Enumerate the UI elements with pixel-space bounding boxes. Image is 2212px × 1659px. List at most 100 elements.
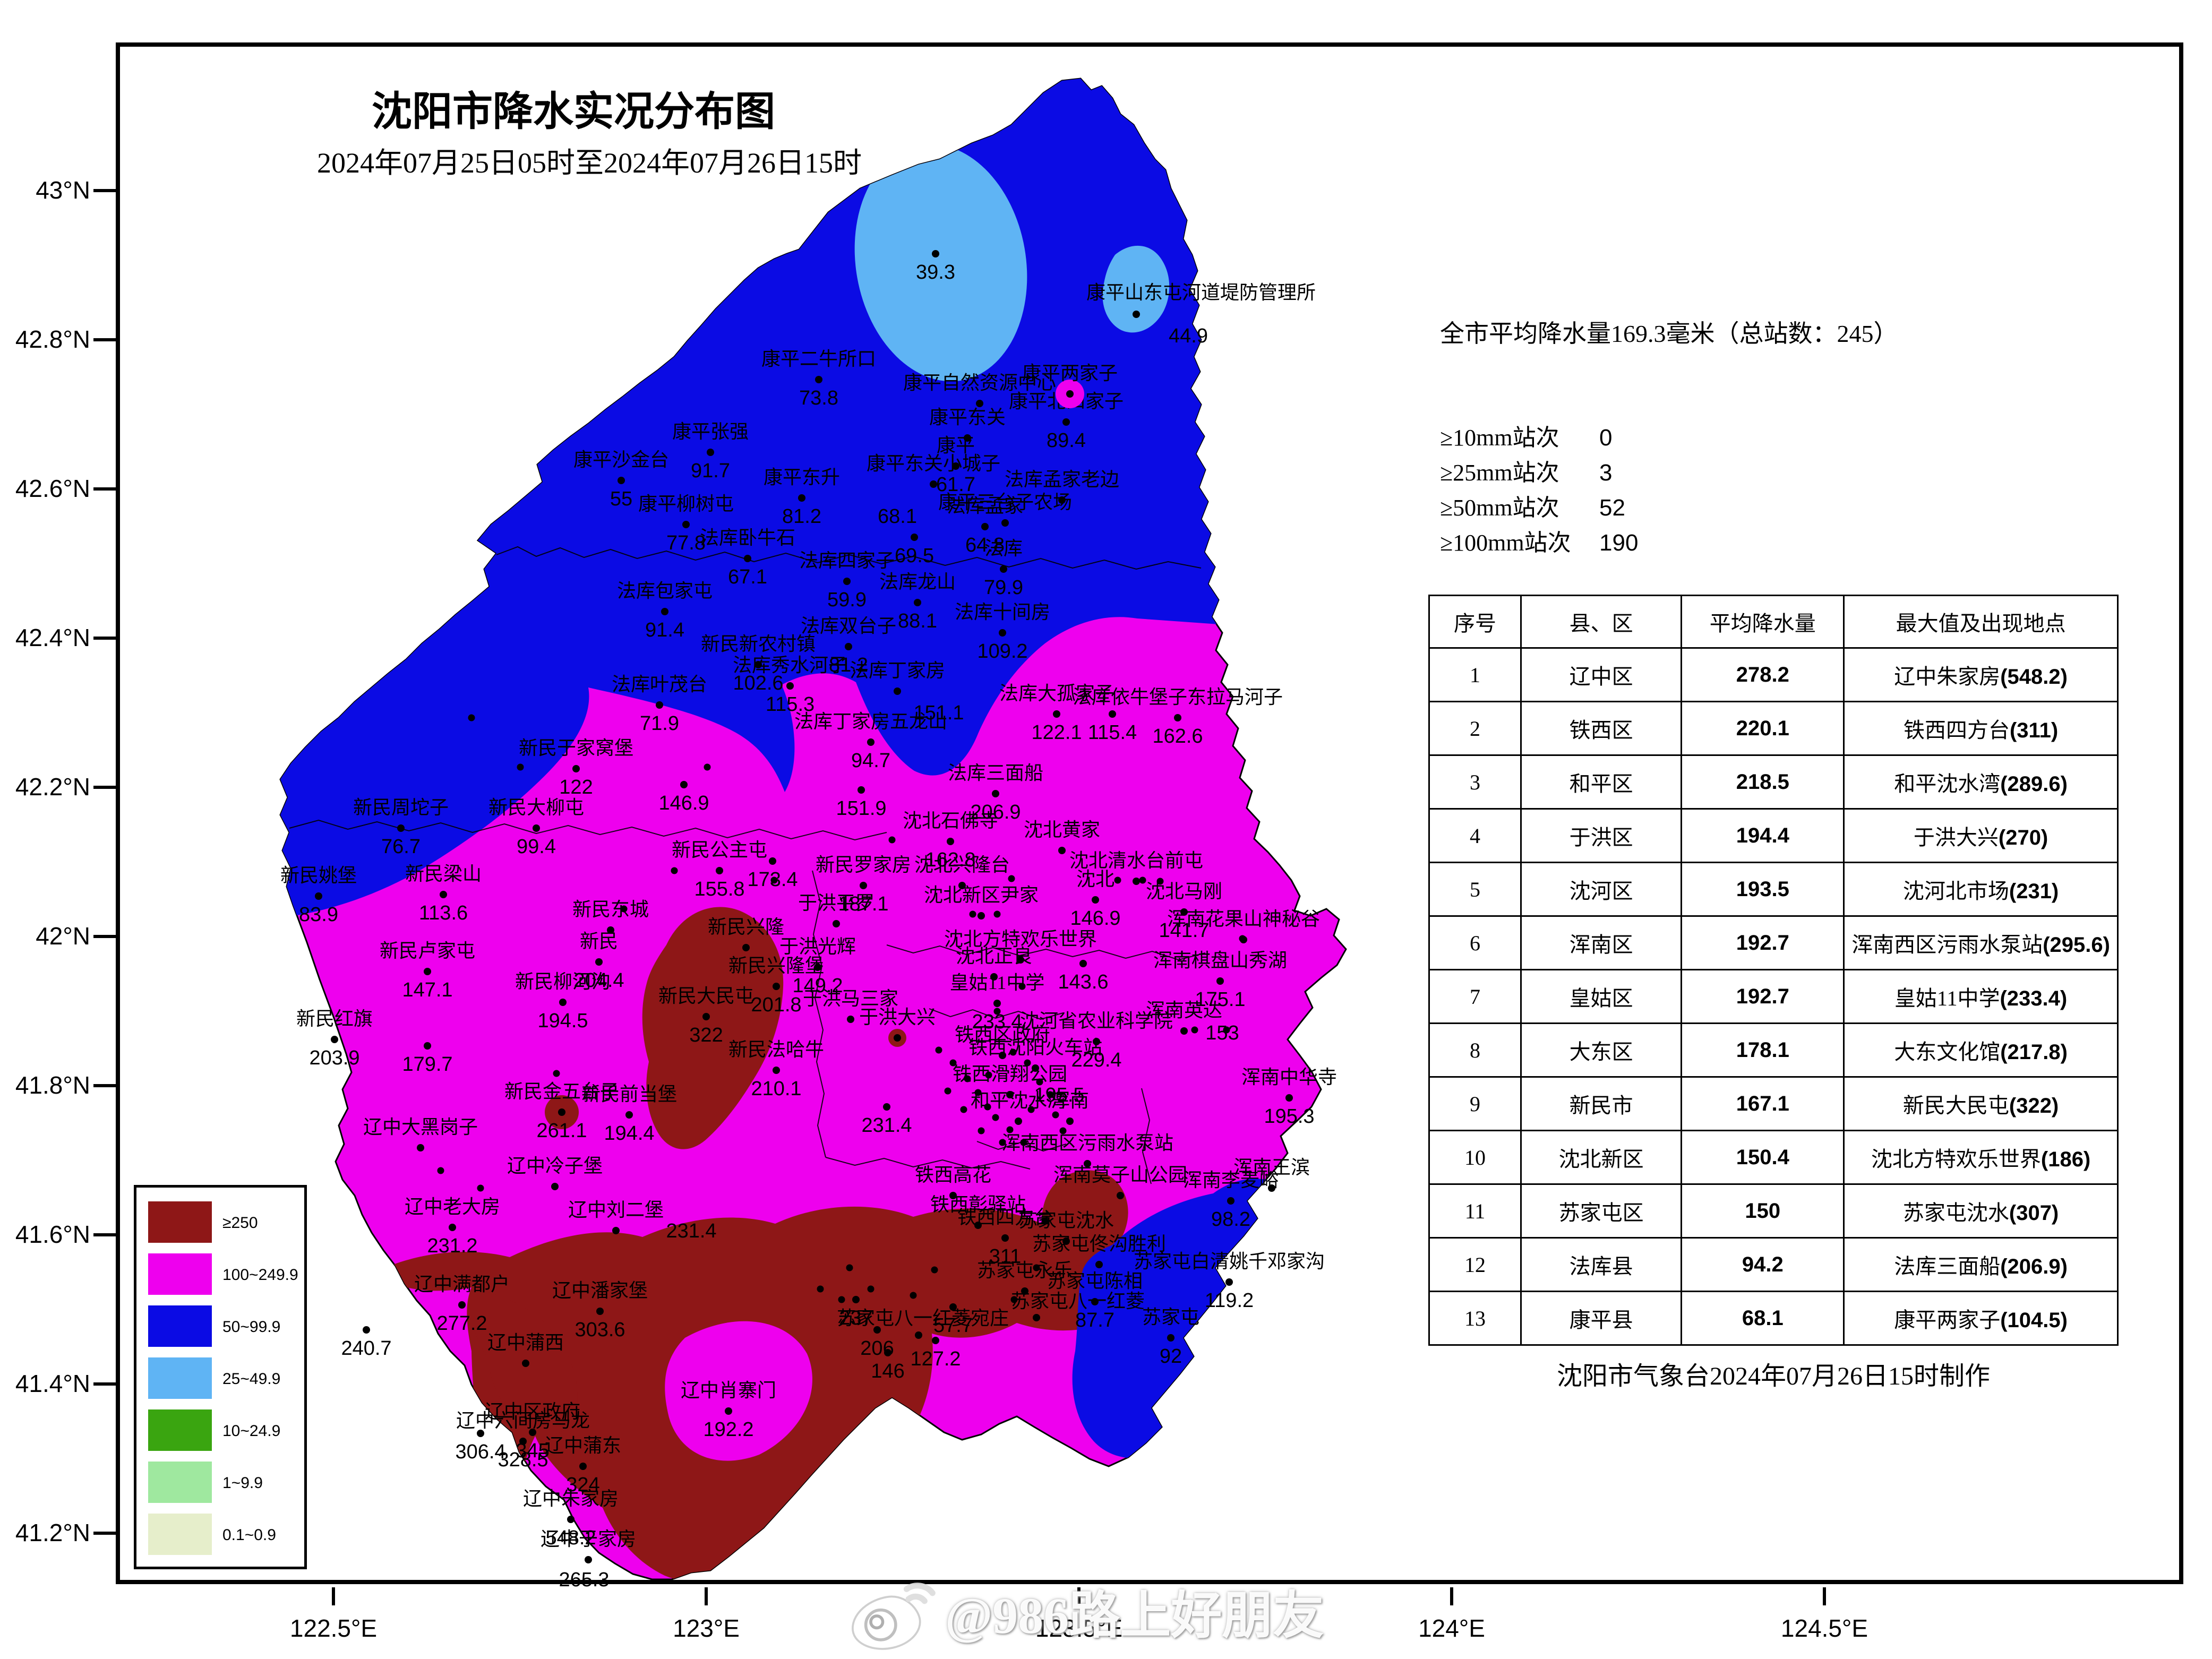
watermark: @986路上好朋友 <box>844 1567 1324 1655</box>
station-name-label: 法库孟家老边 <box>1004 469 1120 490</box>
station-name-label: 浑南英达 <box>1145 1000 1223 1021</box>
station-dot <box>815 376 822 383</box>
station-dot <box>397 824 405 832</box>
cell-average: 68.1 <box>1681 1291 1845 1346</box>
station-dot <box>1174 714 1181 721</box>
station-dot <box>533 824 540 832</box>
station-name-label: 沈北方特欢乐世界 <box>944 929 1098 950</box>
station-value-label: 113.6 <box>418 902 468 924</box>
legend-label: 10~24.9 <box>222 1422 281 1440</box>
cell-max: 皇姑11中学(233.4) <box>1843 969 2119 1024</box>
stat-value: 190 <box>1599 530 1639 556</box>
stat-line: ≥50mm站次 52 <box>1440 488 1625 522</box>
station-dot <box>1047 1091 1054 1098</box>
station-value-label: 61.7 <box>936 474 975 496</box>
lat-tick-mark <box>93 637 116 640</box>
legend-swatch <box>148 1201 212 1243</box>
station-dot <box>458 1301 466 1309</box>
station-name-label: 辽中朱家房 <box>522 1488 619 1509</box>
cell-district: 苏家屯区 <box>1520 1183 1683 1239</box>
station-value-label: 81.2 <box>829 654 868 676</box>
station-value-label: 147.1 <box>402 979 453 1001</box>
station-value-label: 162.6 <box>1152 725 1203 747</box>
table-row: 11 苏家屯区 150 苏家屯沈水(307) <box>1428 1183 2119 1239</box>
station-value-label: 76.7 <box>381 836 421 858</box>
station-dot <box>424 1042 431 1050</box>
stat-value: 0 <box>1599 425 1613 451</box>
station-name-label: 新民公主屯 <box>671 839 768 861</box>
station-value-label: 122 <box>559 776 593 798</box>
station-name-label: 浑南李麦峪 <box>1182 1170 1279 1191</box>
table-row: 8 大东区 178.1 大东文化馆(217.8) <box>1428 1022 2119 1078</box>
cell-average: 220.1 <box>1681 701 1845 756</box>
station-name-label: 辽中刘二堡 <box>568 1199 664 1220</box>
cell-index: 9 <box>1428 1076 1522 1131</box>
station-name-label: 浑南中华寺 <box>1241 1067 1338 1088</box>
station-value-label: 141.7 <box>1159 919 1210 942</box>
station-name-label: 新民柳河沟 <box>515 971 611 992</box>
station-name-label: 康平山东屯河道堤防管理所 <box>1086 282 1316 303</box>
lon-tick-mark <box>1450 1587 1453 1605</box>
district-borders <box>289 546 1206 1184</box>
station-name-label: 新民红旗 <box>296 1008 373 1029</box>
station-name-label: 于洪马三家 <box>802 988 899 1009</box>
station-dot <box>1008 875 1015 882</box>
station-value-label: 99.4 <box>517 836 556 858</box>
station-dot <box>1058 847 1066 854</box>
station-name-label: 康平张强 <box>672 421 749 442</box>
max-place: 苏家屯沈水 <box>1902 1201 2009 1225</box>
station-value-label: 109.2 <box>977 640 1028 663</box>
station-dot <box>814 964 821 971</box>
max-place: 康平两家子 <box>1894 1308 2001 1332</box>
cell-index: 6 <box>1428 915 1522 970</box>
station-name-label: 铁西四方台 <box>957 1207 1053 1228</box>
max-value: (295.6) <box>2043 933 2110 957</box>
station-dot <box>985 1071 992 1079</box>
lat-tick-mark <box>93 189 116 192</box>
cell-max: 于洪大兴(270) <box>1843 808 2119 863</box>
lon-tick-mark <box>332 1587 335 1605</box>
max-place: 浑南西区污雨水泵站 <box>1851 933 2043 957</box>
watermark-text: @986路上好朋友 <box>945 1587 1324 1644</box>
district-rainfall-table: 序号 县、区 平均降水量 最大值及出现地点 1 辽中区 278.2 辽中朱家房(548.2)… <box>1428 595 2119 1346</box>
station-dot <box>817 1285 824 1293</box>
cell-index: 7 <box>1428 969 1522 1024</box>
lat-tick-mark <box>93 1233 116 1236</box>
station-name-label: 新民大民屯 <box>658 985 755 1007</box>
station-dot <box>999 629 1006 637</box>
station-dot <box>519 1438 527 1445</box>
lat-tick-mark <box>93 1084 116 1087</box>
cell-max: 浑南西区污雨水泵站(295.6) <box>1843 915 2119 970</box>
station-dot <box>704 763 711 771</box>
station-dot <box>1117 1192 1124 1199</box>
station-value-label: 203.9 <box>309 1047 360 1069</box>
station-name-label: 法库丁家房五龙山 <box>794 711 948 732</box>
cell-average: 218.5 <box>1681 754 1845 810</box>
station-dot <box>911 534 918 541</box>
station-dot <box>1006 1126 1014 1133</box>
station-value-label: 92 <box>1159 1345 1182 1368</box>
table-header-cell: 县、区 <box>1520 595 1683 649</box>
max-place: 法库三面船 <box>1894 1254 2001 1278</box>
station-dot <box>910 1292 917 1299</box>
cell-max: 沈河北市场(231) <box>1843 862 2119 917</box>
station-dot <box>1052 1111 1059 1119</box>
station-name-label: 辽中蒲东 <box>544 1435 622 1456</box>
max-value: (307) <box>2009 1201 2059 1225</box>
station-dot <box>1285 1094 1293 1102</box>
station-name-label: 苏家屯八一红菱宛庄 <box>836 1308 1009 1329</box>
station-name-label: 苏家屯八一红菱 <box>1010 1291 1145 1312</box>
station-dot <box>1059 1127 1067 1134</box>
lat-tick-label: 41.2°N <box>15 1519 90 1546</box>
station-name-label: 新民新农村镇 <box>700 633 816 655</box>
cell-index: 5 <box>1428 862 1522 917</box>
station-value-label: 122.1 <box>1031 721 1082 744</box>
station-dot <box>992 1114 999 1121</box>
station-dot <box>553 1070 560 1077</box>
station-value-label: 69.5 <box>895 545 934 567</box>
max-value: (104.5) <box>2000 1309 2068 1332</box>
cell-average: 150.4 <box>1681 1130 1845 1185</box>
cell-average: 178.1 <box>1681 1022 1845 1078</box>
station-value-label: 81.2 <box>782 505 821 528</box>
table-row: 5 沈河区 193.5 沈河北市场(231) <box>1428 862 2119 917</box>
